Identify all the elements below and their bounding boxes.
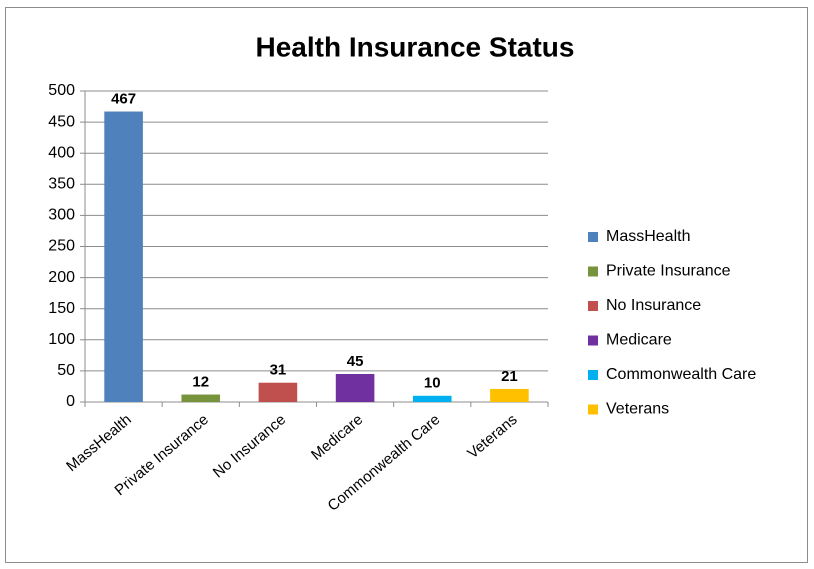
legend-label: Private Insurance	[606, 263, 731, 280]
bar	[258, 382, 298, 402]
data-label: 31	[270, 362, 287, 379]
bar	[104, 111, 143, 402]
data-label: 21	[501, 368, 518, 385]
legend-swatch	[588, 370, 598, 380]
data-label: 12	[192, 374, 209, 391]
legend-label: Commonwealth Care	[606, 366, 756, 383]
bar	[335, 374, 375, 402]
y-tick-label: 300	[48, 207, 75, 224]
legend-label: Medicare	[606, 332, 672, 349]
legend-swatch	[588, 404, 598, 415]
y-tick-label: 100	[48, 331, 75, 348]
y-tick-label: 400	[48, 144, 75, 161]
y-tick-label: 250	[48, 238, 75, 255]
data-label: 45	[347, 353, 364, 370]
chart-title: Health Insurance Status	[256, 31, 575, 62]
y-tick-label: 150	[48, 300, 75, 317]
data-label: 467	[111, 90, 136, 107]
legend-swatch	[588, 266, 598, 277]
bar	[181, 394, 221, 402]
y-tick-label: 0	[66, 393, 75, 410]
legend-swatch	[588, 301, 598, 311]
y-tick-label: 500	[48, 82, 75, 99]
y-tick-label: 350	[48, 176, 75, 193]
legend-label: MassHealth	[606, 228, 690, 245]
legend-swatch	[588, 232, 598, 242]
bar	[412, 395, 452, 402]
data-label: 10	[424, 375, 441, 392]
legend-label: No Insurance	[606, 297, 701, 314]
y-tick-label: 450	[48, 113, 75, 130]
y-tick-label: 200	[48, 269, 75, 286]
bar	[490, 388, 529, 402]
legend-label: Veterans	[606, 401, 669, 418]
y-tick-label: 50	[57, 362, 75, 379]
legend-swatch	[588, 335, 598, 346]
